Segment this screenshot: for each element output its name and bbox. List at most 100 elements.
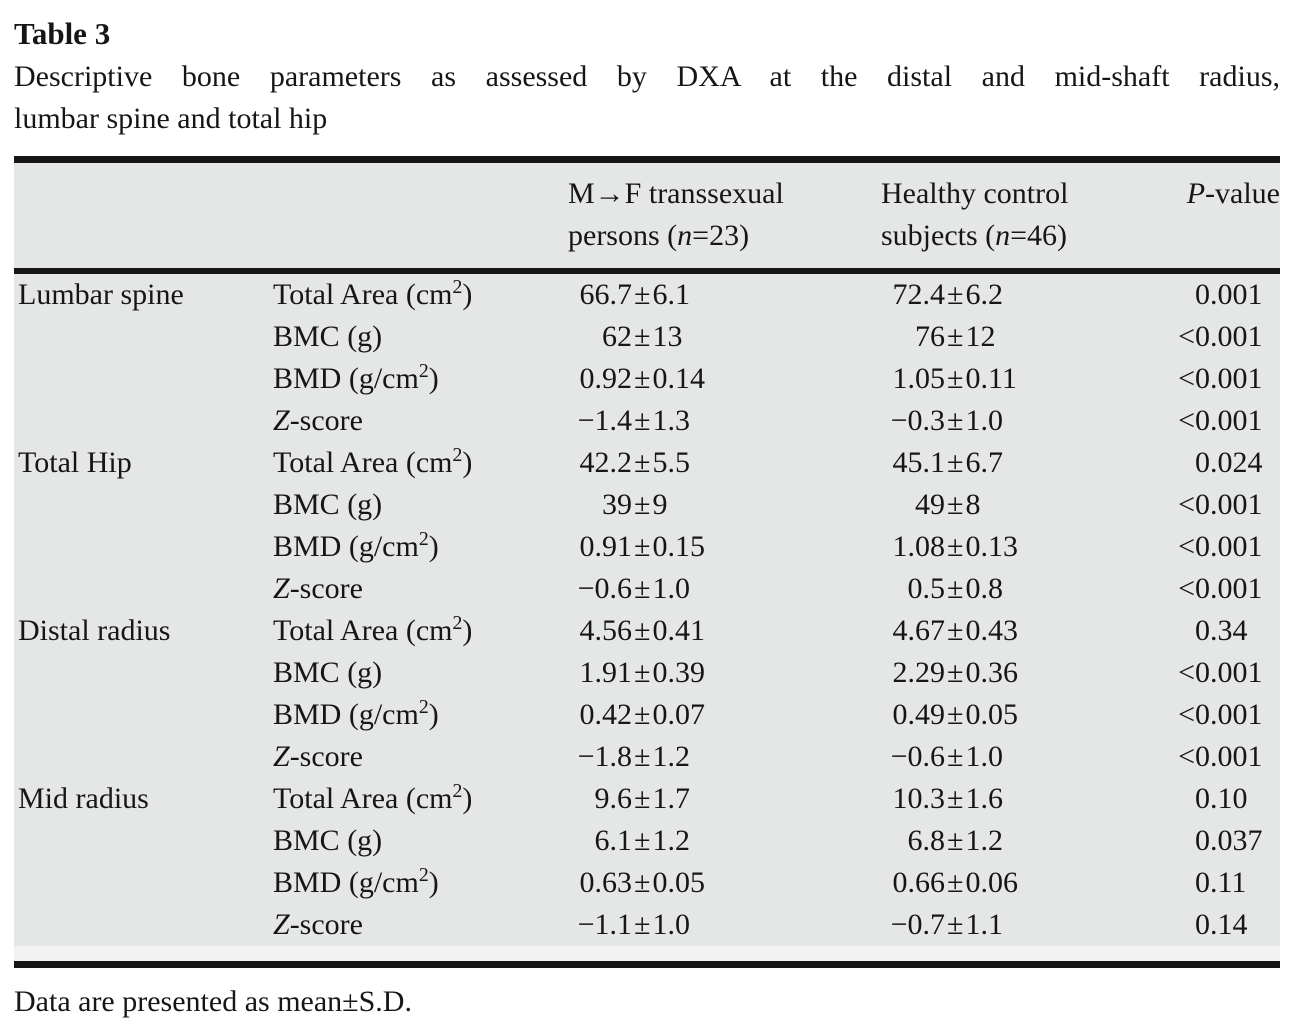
pvalue-cell: <0.001 (1178, 698, 1263, 731)
table-row: Z-score −1.4±1.3 −0.3±1.0 <0.001 (14, 400, 1280, 442)
mf-value-cell: 6.1±1.2 (594, 824, 690, 857)
table-row: BMC (g) 6.1±1.2 6.8±1.2 0.037 (14, 820, 1280, 862)
pvalue-cell: <0.001 (1178, 656, 1263, 689)
control-value-cell: −0.6±1.0 (890, 740, 1003, 773)
pvalue-cell: 0.037 (1195, 824, 1263, 857)
control-value-cell: −0.3±1.0 (890, 404, 1003, 437)
control-value-cell: 72.4±6.2 (892, 278, 1003, 311)
table-footnote: Data are presented as mean±S.D. (14, 985, 412, 1018)
mf-value-cell: 39±9 (602, 488, 668, 521)
table-bottom-rule (14, 961, 1280, 968)
site-cell (14, 400, 270, 442)
pvalue-cell: <0.001 (1178, 362, 1263, 395)
table-row: BMD (g/cm2) 0.91±0.15 1.08±0.13 <0.001 (14, 526, 1280, 568)
parameter-cell: Total Area (cm2) (273, 276, 473, 311)
pvalue-cell: <0.001 (1178, 488, 1263, 521)
mf-value-cell: 1.91±0.39 (579, 656, 705, 689)
table-row: Z-score −1.1±1.0 −0.7±1.1 0.14 (14, 904, 1280, 946)
dxa-bone-parameters-table: M→F transsexual persons (n=23) Healthy c… (14, 156, 1280, 968)
mf-value-cell: 0.42±0.07 (579, 698, 705, 731)
pvalue-cell: 0.001 (1195, 278, 1263, 311)
parameter-cell: Z-score (273, 740, 363, 773)
mf-value-cell: 0.91±0.15 (579, 530, 705, 563)
table-header-rule (14, 268, 1280, 274)
parameter-cell: BMC (g) (273, 320, 383, 353)
parameter-cell: Total Area (cm2) (273, 444, 473, 479)
header-healthy-control-group: Healthy control subjects (n=46) (881, 177, 1069, 252)
pvalue-cell: <0.001 (1178, 320, 1263, 353)
table-row: Total Hip Total Area (cm2) 42.2±5.5 45.1±6.… (14, 442, 1280, 484)
control-value-cell: 0.49±0.05 (892, 698, 1018, 731)
control-value-cell: 49±8 (915, 488, 981, 521)
table-row: Lumbar spine Total Area (cm2) 66.7±6.1 72.4… (14, 274, 1280, 316)
pvalue-cell: <0.001 (1178, 740, 1263, 773)
mf-value-cell: 0.63±0.05 (579, 866, 705, 899)
site-cell: Distal radius (18, 614, 171, 647)
mf-value-cell: −1.4±1.3 (577, 404, 690, 437)
table-row: Z-score −1.8±1.2 −0.6±1.0 <0.001 (14, 736, 1280, 778)
table-end-gap (14, 946, 1280, 961)
table-caption-line2: lumbar spine and total hip (14, 102, 328, 135)
site-cell (14, 904, 270, 946)
pvalue-cell: 0.11 (1195, 866, 1247, 899)
header-mf-transsexual-group: M→F transsexual persons (n=23) (568, 177, 784, 252)
parameter-cell: Z-score (273, 404, 363, 437)
table-caption: Descriptive bone parameters as assessed … (14, 56, 1280, 140)
table-header-row: M→F transsexual persons (n=23) Healthy c… (14, 163, 1280, 268)
pvalue-cell: <0.001 (1178, 572, 1263, 605)
control-value-cell: 76±12 (915, 320, 996, 353)
parameter-cell: BMC (g) (273, 824, 383, 857)
table-row: Z-score −0.6±1.0 0.5±0.8 <0.001 (14, 568, 1280, 610)
parameter-cell: BMC (g) (273, 488, 383, 521)
header-site-cell (14, 173, 270, 257)
parameter-cell: Total Area (cm2) (273, 612, 473, 647)
header-parameter-cell (270, 173, 554, 257)
mf-value-cell: 66.7±6.1 (579, 278, 690, 311)
site-cell (14, 484, 270, 526)
pvalue-cell: 0.10 (1195, 782, 1248, 815)
control-value-cell: 10.3±1.6 (892, 782, 1003, 815)
site-cell: Total Hip (18, 446, 132, 479)
table-row: BMD (g/cm2) 0.63±0.05 0.66±0.06 0.11 (14, 862, 1280, 904)
site-cell (14, 694, 270, 736)
header-pvalue-cell: P-value (1186, 177, 1280, 210)
parameter-cell: BMD (g/cm2) (273, 360, 439, 395)
site-cell (14, 316, 270, 358)
table-row: BMC (g) 1.91±0.39 2.29±0.36 <0.001 (14, 652, 1280, 694)
mf-value-cell: 4.56±0.41 (579, 614, 705, 647)
mf-value-cell: −1.8±1.2 (577, 740, 690, 773)
mf-value-cell: −1.1±1.0 (577, 908, 690, 941)
site-cell: Lumbar spine (18, 278, 184, 311)
parameter-cell: BMC (g) (273, 656, 383, 689)
site-cell (14, 652, 270, 694)
control-value-cell: 45.1±6.7 (892, 446, 1003, 479)
control-value-cell: 6.8±1.2 (907, 824, 1003, 857)
table-body: Lumbar spine Total Area (cm2) 66.7±6.1 72.4… (14, 274, 1280, 946)
control-value-cell: 2.29±0.36 (892, 656, 1018, 689)
table-row: BMC (g) 39±9 49±8 <0.001 (14, 484, 1280, 526)
site-cell (14, 862, 270, 904)
parameter-cell: Total Area (cm2) (273, 780, 473, 815)
mf-value-cell: 62±13 (602, 320, 683, 353)
pvalue-cell: 0.024 (1195, 446, 1263, 479)
control-value-cell: 1.08±0.13 (892, 530, 1018, 563)
parameter-cell: BMD (g/cm2) (273, 528, 439, 563)
table-label: Table 3 (14, 16, 111, 51)
table-caption-line1: Descriptive bone parameters as assessed … (14, 60, 1280, 93)
parameter-cell: Z-score (273, 908, 363, 941)
table-top-rule (14, 156, 1280, 163)
table-row: BMD (g/cm2) 0.92±0.14 1.05±0.11 <0.001 (14, 358, 1280, 400)
site-cell (14, 526, 270, 568)
control-value-cell: 4.67±0.43 (892, 614, 1018, 647)
table-row: BMC (g) 62±13 76±12 <0.001 (14, 316, 1280, 358)
site-cell (14, 820, 270, 862)
table-row: BMD (g/cm2) 0.42±0.07 0.49±0.05 <0.001 (14, 694, 1280, 736)
site-cell (14, 568, 270, 610)
pvalue-cell: 0.34 (1195, 614, 1248, 647)
site-cell (14, 358, 270, 400)
table-row: Distal radius Total Area (cm2) 4.56±0.41 4.… (14, 610, 1280, 652)
mf-value-cell: 0.92±0.14 (579, 362, 705, 395)
site-cell: Mid radius (18, 782, 149, 815)
table-row: Mid radius Total Area (cm2) 9.6±1.7 10.3±1.… (14, 778, 1280, 820)
